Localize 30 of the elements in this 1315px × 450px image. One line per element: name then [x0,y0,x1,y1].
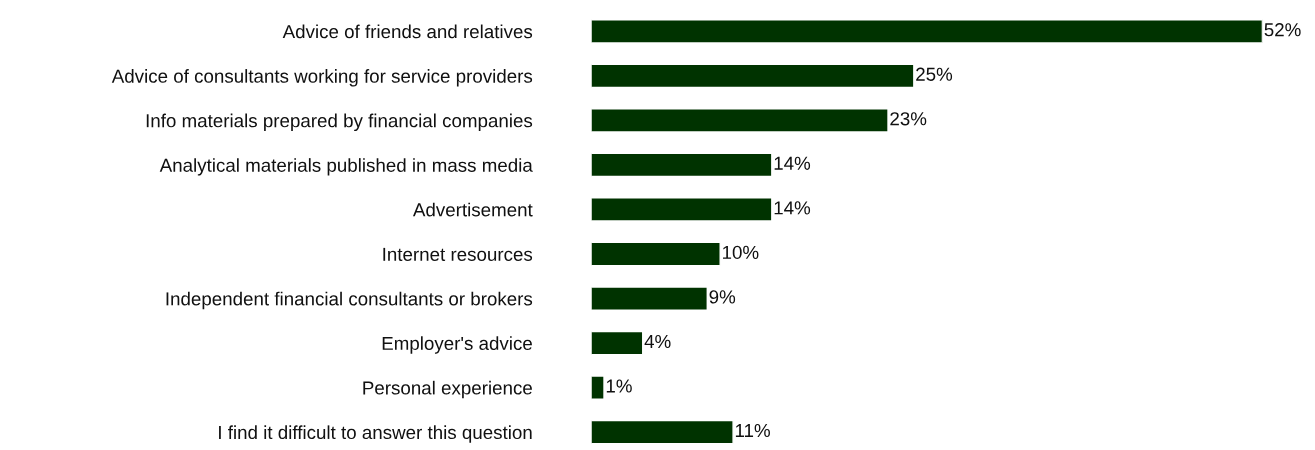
bar [591,63,915,89]
bar [591,197,773,222]
y-tick-label: Advice of consultants working for service providers [111,69,533,87]
data-label: 14% [774,156,811,170]
y-tick-label: Internet resources [383,247,533,261]
data-label: 52% [1264,23,1301,37]
y-tick-label: Personal experience [363,380,532,399]
data-label: 9% [709,290,736,304]
data-label: 23% [890,112,927,126]
data-label: 14% [774,201,811,215]
bar [591,375,605,400]
bar [591,286,708,311]
data-label: 10% [723,245,759,260]
data-label: 11% [735,423,770,438]
bar [591,152,773,178]
data-label: 25% [916,67,953,81]
data-label: 1% [606,379,632,393]
data-label: 4% [644,334,671,349]
bar [591,108,889,133]
y-tick-label: Info materials prepared by financial companies [146,113,533,132]
y-tick-label: Independent financial consultants or brokers [166,291,533,310]
bar [591,419,734,445]
y-tick-label: I find it difficult to answer this question [219,425,532,443]
y-tick-label: Advertisement [412,202,533,217]
y-tick-label: Employer's advice [382,336,532,354]
y-tick-label: Analytical materials published in mass media [159,158,533,176]
bar [591,330,644,356]
y-tick-label: Advice of friends and relatives [282,24,533,39]
bar [591,19,1263,44]
bar [591,241,721,267]
